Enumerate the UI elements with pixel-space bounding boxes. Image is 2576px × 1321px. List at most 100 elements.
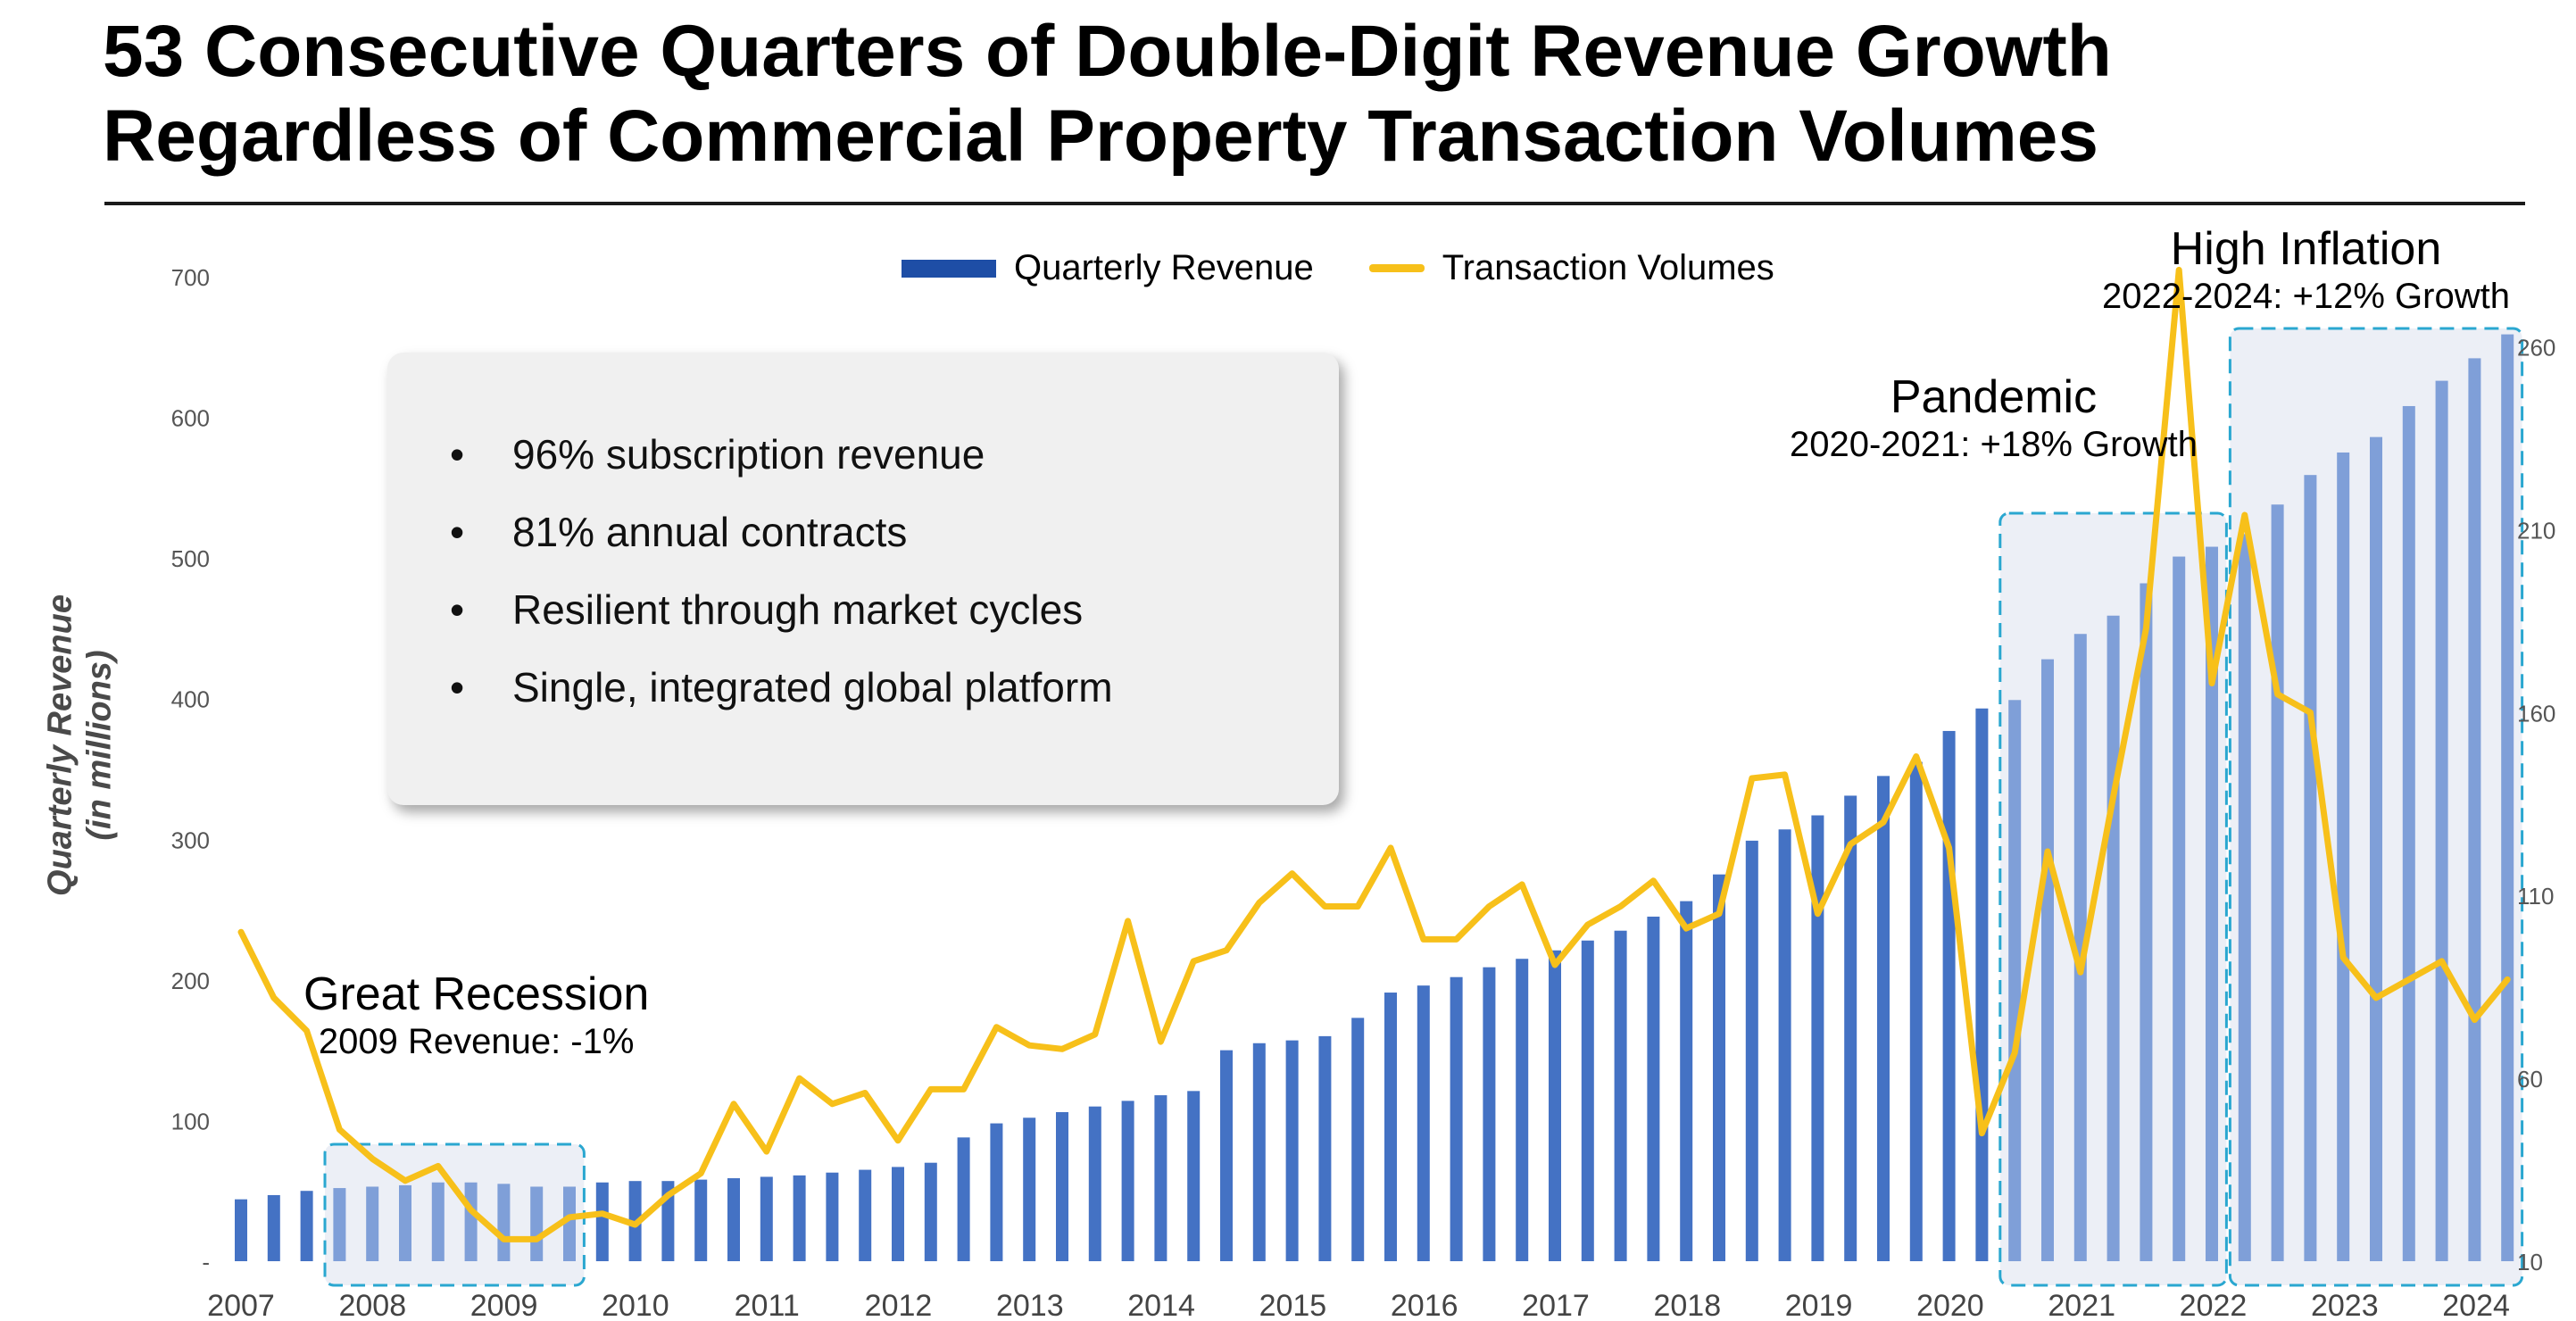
- revenue-bar: [727, 1178, 740, 1261]
- revenue-bar: [1778, 829, 1791, 1261]
- x-tick-label: 2016: [1391, 1289, 1458, 1321]
- chart-legend: Quarterly Revenue Transaction Volumes: [902, 248, 1830, 288]
- revenue-bar: [2140, 583, 2153, 1261]
- highlight-item: 81% annual contracts: [450, 509, 1113, 586]
- revenue-bar: [2238, 534, 2251, 1261]
- revenue-bar: [694, 1179, 708, 1261]
- revenue-bar: [300, 1191, 313, 1261]
- revenue-bar: [1581, 940, 1594, 1261]
- x-tick-label: 2023: [2311, 1289, 2379, 1321]
- revenue-bar: [1877, 776, 1890, 1261]
- revenue-bar: [892, 1167, 904, 1261]
- revenue-bar: [1252, 1043, 1266, 1261]
- legend-item-volumes: Transaction Volumes: [1368, 248, 1774, 288]
- revenue-bar: [2271, 504, 2284, 1261]
- highlights-box: 96% subscription revenue 81% annual cont…: [387, 353, 1339, 805]
- x-tick-label: 2018: [1653, 1289, 1721, 1321]
- y2-tick-label: 110: [2517, 883, 2554, 910]
- x-tick-label: 2022: [2180, 1289, 2248, 1321]
- x-tick-label: 2008: [338, 1289, 406, 1321]
- y-tick-label: 600: [171, 405, 210, 432]
- x-tick-label: 2019: [1785, 1289, 1853, 1321]
- revenue-bar: [2304, 475, 2317, 1261]
- annotation-subtitle: 2009 Revenue: -1%: [318, 1022, 635, 1061]
- revenue-bar: [1975, 708, 1989, 1261]
- transaction-volume-line: [237, 266, 2511, 1242]
- revenue-bar: [1088, 1106, 1101, 1261]
- revenue-bar: [1351, 1018, 1365, 1261]
- y-tick-label: 700: [171, 264, 210, 291]
- revenue-bar: [2073, 634, 2087, 1261]
- x-tick-label: 2007: [207, 1289, 275, 1321]
- revenue-bar: [1417, 985, 1430, 1261]
- y2-tick-label: 160: [2517, 700, 2555, 727]
- legend-label-revenue: Quarterly Revenue: [1014, 248, 1314, 287]
- highlight-item: Single, integrated global platform: [450, 664, 1112, 742]
- revenue-bar: [826, 1172, 839, 1261]
- revenue-bar: [2041, 659, 2054, 1261]
- annotation-great-recession: Great Recession 2009 Revenue: -1%: [303, 968, 649, 1063]
- y-tick-label: 100: [171, 1108, 210, 1134]
- revenue-bar: [1220, 1050, 1233, 1261]
- x-tick-label: 2020: [1916, 1289, 1984, 1321]
- x-tick-label: 2024: [2442, 1289, 2510, 1321]
- revenue-bar: [1483, 967, 1496, 1261]
- revenue-bar: [2008, 700, 2022, 1261]
- x-tick-label: 2014: [1127, 1289, 1195, 1321]
- page-title: 53 Consecutive Quarters of Double-Digit …: [103, 9, 2112, 179]
- annotation-high-inflation: High Inflation 2022-2024: +12% Growth: [2102, 223, 2510, 318]
- revenue-bar: [957, 1137, 970, 1261]
- title-divider: [104, 202, 2525, 205]
- revenue-bar: [1647, 916, 1660, 1261]
- x-tick-label: 2013: [996, 1289, 1064, 1321]
- revenue-bar: [1680, 901, 1693, 1261]
- revenue-bar: [1909, 761, 1923, 1261]
- x-axis-labels: 2007 2008 2009 2010 2011 2012 2013 2014 2015 2016…: [207, 1289, 2510, 1321]
- revenue-bar: [1450, 976, 1463, 1261]
- revenue-bar: [563, 1186, 576, 1261]
- revenue-bar: [2402, 405, 2415, 1262]
- x-tick-label: 2009: [470, 1289, 538, 1321]
- revenue-bar: [2107, 615, 2120, 1261]
- revenue-bar: [333, 1188, 346, 1261]
- legend-swatch-revenue: [902, 259, 996, 278]
- highlights-list: 96% subscription revenue 81% annual cont…: [450, 431, 1113, 742]
- legend-item-revenue: Quarterly Revenue: [902, 248, 1314, 288]
- highlight-item: Resilient through market cycles: [450, 586, 1113, 664]
- revenue-bar: [530, 1186, 544, 1261]
- revenue-bar: [1516, 959, 1529, 1261]
- x-tick-label: 2012: [865, 1289, 933, 1321]
- revenue-bar: [2206, 546, 2218, 1261]
- revenue-bar: [1384, 993, 1397, 1261]
- revenue-bar: [2337, 452, 2350, 1261]
- annotation-subtitle: 2022-2024: +12% Growth: [2102, 277, 2510, 316]
- title-line-1: 53 Consecutive Quarters of Double-Digit …: [103, 11, 2112, 92]
- title-line-2: Regardless of Commercial Property Transa…: [103, 96, 2098, 178]
- revenue-bar: [1614, 930, 1627, 1261]
- revenue-bar: [1844, 795, 1857, 1261]
- x-tick-label: 2015: [1259, 1289, 1327, 1321]
- y-tick-label: 300: [171, 827, 210, 853]
- x-tick-label: 2011: [735, 1289, 800, 1321]
- revenue-bar: [1187, 1091, 1201, 1261]
- revenue-bar: [924, 1162, 937, 1261]
- x-tick-label: 2010: [602, 1289, 669, 1321]
- annotation-title: High Inflation: [2170, 223, 2442, 275]
- x-tick-label: 2021: [2048, 1289, 2115, 1321]
- revenue-bar: [760, 1176, 773, 1261]
- x-tick-label: 2017: [1522, 1289, 1590, 1321]
- revenue-bar: [464, 1182, 478, 1261]
- revenue-bar: [1056, 1111, 1068, 1261]
- revenue-bar: [1318, 1035, 1332, 1261]
- revenue-bar: [1121, 1101, 1134, 1261]
- revenue-bar: [1549, 950, 1561, 1261]
- revenue-bar: [2370, 436, 2382, 1261]
- revenue-bar: [1713, 874, 1725, 1261]
- revenue-bar: [2173, 556, 2186, 1261]
- revenue-bar: [793, 1175, 806, 1261]
- revenue-bar: [497, 1184, 511, 1261]
- y-axis-title: Quarterly Revenue (in millions): [27, 558, 134, 933]
- revenue-bar: [1942, 730, 1956, 1261]
- y-axis-sublabel: (in millions): [80, 650, 118, 841]
